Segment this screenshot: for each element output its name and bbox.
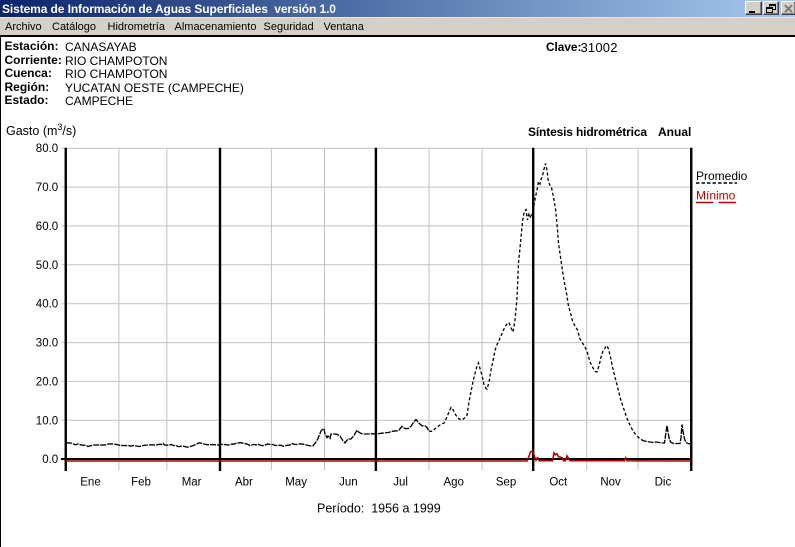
svg-text:Nov: Nov — [600, 477, 621, 489]
svg-text:20.0: 20.0 — [36, 376, 58, 388]
svg-text:Mar: Mar — [182, 477, 202, 489]
svg-text:Feb: Feb — [131, 477, 151, 489]
svg-text:Síntesis hidrométrica: Síntesis hidrométrica — [528, 125, 647, 139]
svg-text:Anual: Anual — [658, 125, 691, 139]
svg-text:60.0: 60.0 — [36, 221, 58, 233]
svg-text:Dic: Dic — [655, 477, 672, 489]
svg-text:Gasto (m3/s): Gasto (m3/s) — [6, 122, 76, 138]
svg-text:Ago: Ago — [443, 477, 463, 489]
svg-text:0.0: 0.0 — [42, 454, 58, 466]
svg-text:May: May — [285, 477, 307, 489]
svg-text:Jul: Jul — [393, 477, 408, 489]
svg-text:80.0: 80.0 — [36, 143, 58, 155]
svg-text:Abr: Abr — [235, 477, 253, 489]
svg-text:Mínimo: Mínimo — [696, 189, 736, 203]
svg-text:50.0: 50.0 — [36, 260, 58, 272]
svg-text:Ene: Ene — [80, 477, 100, 489]
svg-text:Sep: Sep — [496, 477, 516, 489]
svg-text:Período: 1956 a 1999: Período: 1956 a 1999 — [317, 502, 441, 516]
svg-text:70.0: 70.0 — [36, 182, 58, 194]
svg-text:10.0: 10.0 — [36, 415, 58, 427]
svg-text:Jun: Jun — [339, 477, 358, 489]
svg-text:30.0: 30.0 — [36, 338, 58, 350]
svg-text:40.0: 40.0 — [36, 299, 58, 311]
svg-text:Promedio: Promedio — [696, 169, 748, 183]
svg-text:Oct: Oct — [549, 477, 568, 489]
